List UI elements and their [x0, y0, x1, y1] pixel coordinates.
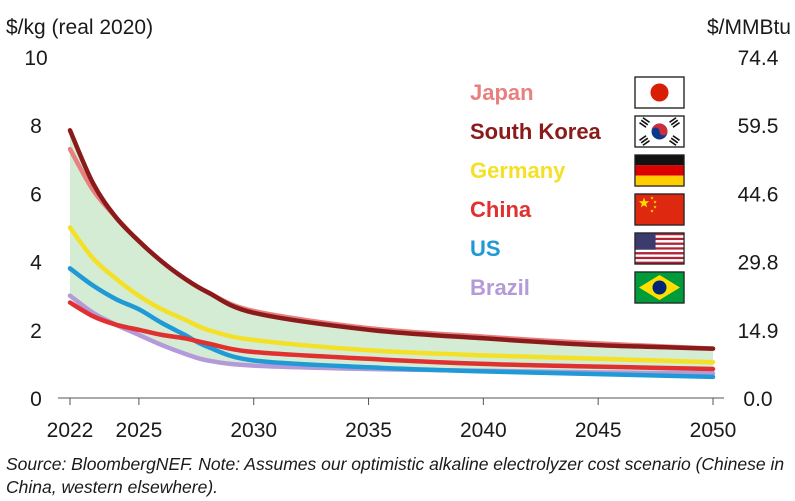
legend-label-south-korea: South Korea — [470, 119, 602, 144]
trigram — [639, 135, 650, 146]
china-star — [653, 205, 657, 209]
y-left-tick-label: 0 — [30, 388, 42, 411]
y-left-tick-label: 6 — [30, 183, 42, 206]
y-left-tick-labels: 0 2 4 6 8 10 — [24, 47, 47, 411]
y-left-tick-label: 4 — [30, 252, 42, 275]
x-tick-label: 2050 — [690, 419, 737, 442]
japan-sun — [650, 83, 669, 102]
germany-flag-icon — [634, 154, 685, 187]
legend-label-germany: Germany — [470, 158, 566, 183]
source-note: Source: BloombergNEF. Note: Assumes our … — [6, 454, 785, 497]
legend-label-japan: Japan — [470, 80, 534, 105]
series-line-china — [67, 300, 716, 372]
series-line-germany — [67, 225, 716, 365]
brazil-globe — [652, 280, 667, 295]
y-right-tick-label: 29.8 — [738, 252, 779, 275]
x-tick-label: 2030 — [230, 419, 277, 442]
us-flag-icon — [634, 232, 685, 265]
y-right-tick-label: 44.6 — [738, 183, 779, 206]
y-right-tick-label: 74.4 — [738, 47, 779, 70]
cost-range-band — [70, 130, 713, 374]
china-star — [653, 200, 657, 204]
us-canton — [635, 233, 656, 250]
brazil-flag-icon — [634, 271, 685, 304]
china-star — [650, 209, 654, 213]
legend-label-brazil: Brazil — [470, 275, 530, 300]
y-right-tick-labels: 0.0 14.9 29.8 44.6 59.5 74.4 — [738, 47, 779, 411]
trigram — [639, 117, 650, 128]
band-area — [70, 130, 713, 374]
y-right-axis-title: $/MMBtu — [707, 16, 791, 39]
y-left-tick-label: 2 — [30, 320, 42, 343]
hydrogen-cost-chart: $/kg (real 2020) $/MMBtu 0 2 4 6 8 10 0.0 14.9… — [6, 16, 791, 442]
series-line-us — [67, 266, 716, 380]
y-right-tick-label: 14.9 — [738, 320, 779, 343]
china-star — [638, 197, 650, 208]
trigram — [669, 117, 680, 128]
y-left-tick-label: 10 — [24, 47, 47, 70]
x-tick-label: 2045 — [575, 419, 622, 442]
x-tick-label: 2022 — [47, 419, 94, 442]
taegeuk-red — [651, 123, 668, 136]
series-line-south-korea — [67, 128, 716, 351]
x-tick-labels: 2022 2025 2030 2035 2040 2045 2050 — [47, 398, 737, 442]
south-korea-flag-icon — [634, 115, 685, 148]
y-right-tick-label: 0.0 — [743, 388, 772, 411]
x-tick-label: 2035 — [345, 419, 392, 442]
y-left-tick-label: 8 — [30, 115, 42, 138]
series-lines — [67, 128, 716, 380]
legend: Japan South Korea Germany China US Brazil — [470, 76, 685, 304]
china-flag-icon — [634, 193, 685, 226]
legend-label-china: China — [470, 197, 532, 222]
trigram — [669, 135, 680, 146]
japan-flag-icon — [634, 76, 685, 109]
legend-label-us: US — [470, 236, 501, 261]
x-tick-label: 2040 — [460, 419, 507, 442]
y-left-axis-title: $/kg (real 2020) — [6, 16, 153, 39]
china-star — [650, 196, 654, 200]
y-right-tick-label: 59.5 — [738, 115, 779, 138]
x-tick-label: 2025 — [116, 419, 163, 442]
